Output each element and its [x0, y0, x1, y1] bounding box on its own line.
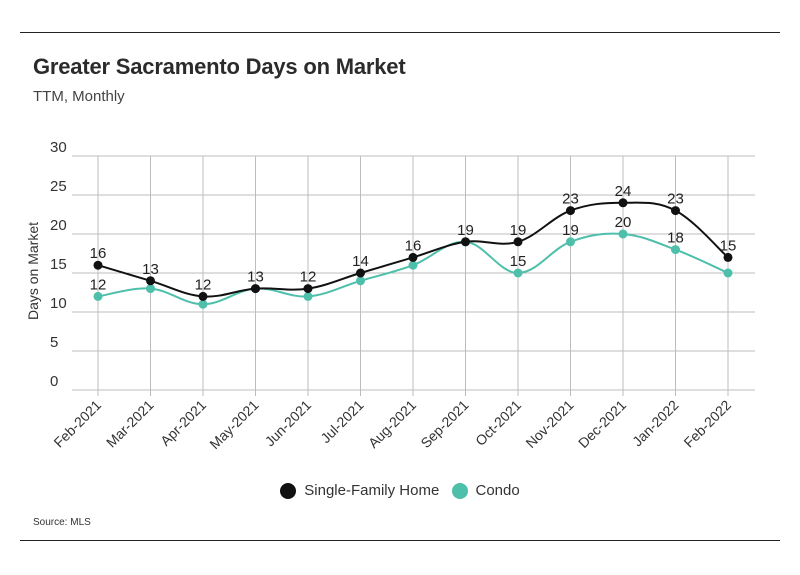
data-point-condo: [723, 268, 733, 278]
y-tick-label: 30: [50, 139, 67, 156]
legend-label-sfh: Single-Family Home: [304, 482, 440, 499]
x-tick-label: Feb-2021: [50, 397, 104, 451]
chart-subtitle: TTM, Monthly: [33, 88, 125, 105]
data-label-sfh: 15: [720, 237, 737, 254]
data-point-condo: [566, 237, 575, 247]
legend: Single-Family Home Condo: [0, 482, 800, 503]
x-tick-label: Oct-2021: [472, 397, 524, 449]
x-tick-label: Aug-2021: [365, 397, 419, 451]
data-point-condo: [303, 291, 313, 301]
data-point-sfh: [618, 198, 628, 208]
y-tick-label: 25: [50, 178, 67, 195]
x-tick-label: Sep-2021: [417, 397, 471, 451]
data-label-sfh: 12: [195, 276, 212, 293]
chart-title: Greater Sacramento Days on Market: [33, 54, 406, 79]
data-label-condo: 15: [510, 253, 527, 270]
y-axis-title: Days on Market: [25, 222, 41, 320]
x-tick-label: Jul-2021: [317, 397, 366, 446]
legend-label-condo: Condo: [475, 482, 520, 499]
data-point-sfh: [566, 206, 575, 216]
legend-marker-sfh: [280, 482, 297, 499]
data-point-sfh: [461, 237, 470, 247]
data-point-sfh: [723, 252, 733, 262]
data-point-condo: [671, 245, 680, 255]
y-tick-label: 20: [50, 217, 67, 234]
data-label-sfh: 23: [562, 191, 579, 208]
x-tick-label: Nov-2021: [522, 397, 576, 451]
data-point-sfh: [671, 206, 680, 216]
x-tick-label: May-2021: [206, 397, 261, 452]
data-point-sfh: [93, 260, 103, 270]
data-label-condo: 18: [667, 230, 684, 247]
x-tick-label: Dec-2021: [575, 397, 629, 451]
y-tick-label: 15: [50, 256, 67, 273]
data-label-sfh: 13: [247, 269, 264, 286]
data-label-condo: 20: [615, 214, 632, 231]
data-label-sfh: 24: [615, 183, 632, 200]
x-tick-label: Jun-2021: [262, 397, 315, 450]
bottom-rule: [20, 540, 780, 541]
data-point-condo: [513, 268, 523, 278]
data-point-condo: [146, 284, 155, 294]
x-tick-label: Jan-2022: [629, 397, 682, 450]
y-tick-label: 0: [50, 373, 58, 390]
data-label-sfh: 12: [300, 269, 317, 286]
x-tick-label: Apr-2021: [157, 397, 209, 449]
data-point-condo: [198, 299, 208, 309]
data-label-condo: 19: [562, 222, 579, 239]
data-point-sfh: [198, 291, 208, 301]
data-point-sfh: [303, 284, 313, 294]
y-tick-label: 10: [50, 295, 67, 312]
top-rule: [20, 32, 780, 33]
data-label-sfh: 16: [405, 237, 422, 254]
data-label-sfh: 19: [457, 222, 474, 239]
data-label-sfh: 13: [142, 261, 159, 278]
data-point-condo: [618, 229, 628, 239]
data-point-condo: [93, 291, 103, 301]
data-point-sfh: [146, 276, 155, 286]
y-tick-label: 5: [50, 334, 58, 351]
source-note: Source: MLS: [33, 517, 91, 528]
data-label-sfh: 16: [90, 245, 107, 262]
legend-item-condo[interactable]: Condo: [451, 482, 520, 499]
legend-item-sfh[interactable]: Single-Family Home: [280, 482, 439, 499]
data-point-sfh: [513, 237, 523, 247]
x-tick-label: Mar-2021: [103, 397, 157, 451]
data-label-sfh: 19: [510, 222, 527, 239]
data-label-sfh: 14: [352, 253, 369, 270]
x-tick-label: Feb-2022: [680, 397, 734, 451]
data-label-condo: 12: [90, 276, 107, 293]
data-point-sfh: [251, 284, 260, 294]
data-point-condo: [408, 260, 418, 270]
legend-marker-condo: [451, 482, 468, 499]
data-point-sfh: [356, 268, 365, 278]
data-point-condo: [356, 276, 365, 286]
data-point-sfh: [408, 252, 418, 262]
data-label-sfh: 23: [667, 191, 684, 208]
